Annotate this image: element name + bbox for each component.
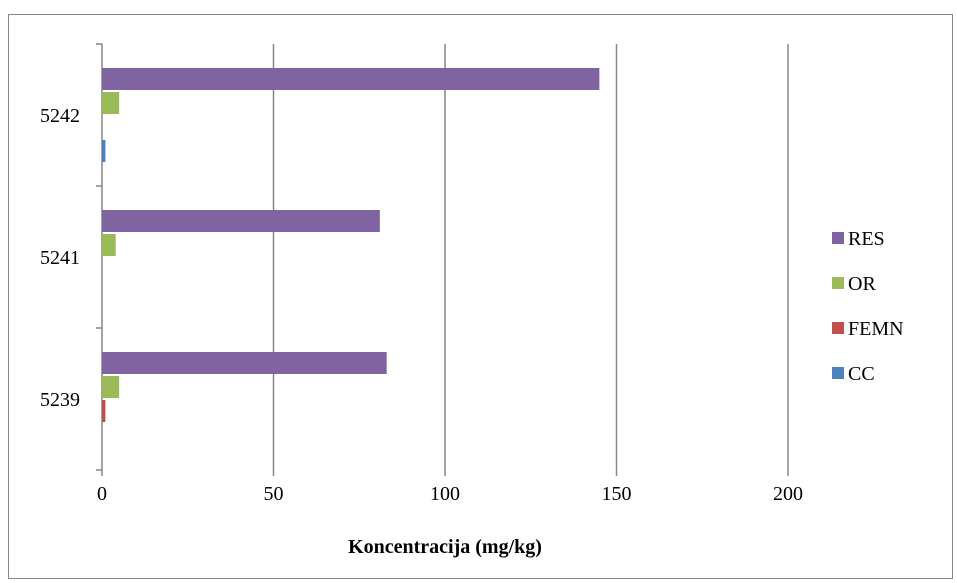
bar-or-5241 (102, 234, 116, 256)
bar-cc-5242 (102, 140, 106, 162)
x-tick-label: 200 (773, 483, 803, 505)
y-tick-label: 5239 (40, 389, 80, 411)
chart-area (8, 14, 953, 579)
legend: RES OR FEMN CC (832, 228, 904, 385)
bar-or-5242 (102, 92, 120, 114)
bar-or-5239 (102, 376, 120, 398)
tick-labels: 0 50 100 150 200 5239 5241 5242 (40, 105, 803, 505)
bar-femn-5239 (102, 400, 106, 422)
y-tick-label: 5241 (40, 247, 80, 269)
bar-res-5241 (102, 210, 380, 232)
x-tick-label: 50 (264, 483, 284, 505)
bars (102, 68, 600, 422)
bar-res-5239 (102, 352, 387, 374)
x-axis-title: Koncentracija (mg/kg) (348, 536, 542, 558)
legend-label-femn: FEMN (848, 318, 904, 340)
y-tick-label: 5242 (40, 105, 80, 127)
x-tick-label: 150 (602, 483, 632, 505)
axes (96, 43, 789, 476)
bar-res-5242 (102, 68, 600, 90)
x-tick-label: 0 (97, 483, 107, 505)
x-tick-label: 100 (430, 483, 460, 505)
legend-swatch-cc (832, 367, 844, 379)
legend-swatch-femn (832, 322, 844, 334)
legend-swatch-or (832, 277, 844, 289)
legend-label-res: RES (848, 228, 885, 250)
legend-label-or: OR (848, 273, 876, 295)
grid-lines (272, 44, 789, 470)
legend-label-cc: CC (848, 363, 875, 385)
legend-swatch-res (832, 232, 844, 244)
